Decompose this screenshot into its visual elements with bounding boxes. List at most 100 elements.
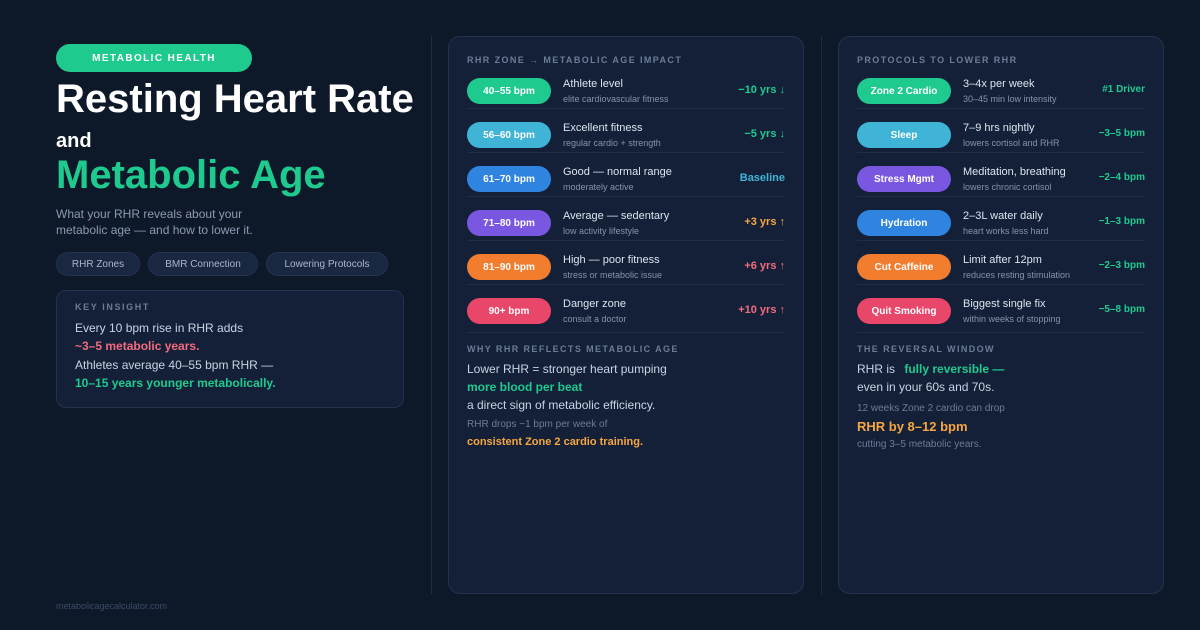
zone-pill: 61–70 bpm (467, 166, 551, 192)
protocol-subtitle: heart works less hard (963, 226, 1049, 236)
insight-line2: ~3–5 metabolic years. (75, 339, 200, 353)
why-line2: more blood per beat (467, 380, 583, 394)
protocol-row: Zone 2 Cardio 3–4x per week 30–45 min lo… (839, 71, 1163, 115)
protocol-subtitle: lowers chronic cortisol (963, 182, 1052, 192)
zone-age-impact: +10 yrs ↑ (738, 304, 785, 316)
reversal-line3: 12 weeks Zone 2 cardio can drop (857, 403, 1005, 414)
divider-left (431, 36, 432, 594)
zone-age-impact: −10 yrs ↓ (738, 84, 785, 96)
zone-age-impact: −5 yrs ↓ (744, 128, 785, 140)
insight-line3: Athletes average 40–55 bpm RHR — (75, 358, 274, 372)
protocol-title: 3–4x per week (963, 78, 1035, 90)
zone-subtitle: stress or metabolic issue (563, 270, 663, 280)
why-line4: RHR drops ~1 bpm per week of (467, 419, 608, 430)
zone-pill: 40–55 bpm (467, 78, 551, 104)
page-title-line3: Metabolic Age (56, 153, 326, 197)
protocol-title: Meditation, breathing (963, 166, 1066, 178)
insight-line4: 10–15 years younger metabolically. (75, 376, 276, 390)
zone-subtitle: moderately active (563, 182, 634, 192)
subtitle-line2: metabolic age — and how to lower it. (56, 223, 253, 237)
why-line3: a direct sign of metabolic efficiency. (467, 398, 656, 412)
zone-title: Good — normal range (563, 166, 672, 178)
zone-age-impact: Baseline (739, 172, 785, 184)
protocol-title: 7–9 hrs nightly (963, 122, 1035, 134)
protocols-panel: PROTOCOLS TO LOWER RHR Zone 2 Cardio 3–4… (838, 36, 1164, 594)
key-insight-card: KEY INSIGHT Every 10 bpm rise in RHR add… (56, 290, 404, 408)
zone-title: High — poor fitness (563, 254, 660, 266)
protocol-effect: −2–3 bpm (1098, 260, 1145, 271)
protocol-effect: #1 Driver (1102, 84, 1145, 95)
zone-age-impact: +6 yrs ↑ (744, 260, 785, 272)
tab-bmr-connection[interactable]: BMR Connection (148, 252, 258, 276)
protocol-row: Cut Caffeine Limit after 12pm reduces re… (839, 247, 1163, 291)
zone-row: 71–80 bpm Average — sedentary low activi… (449, 203, 803, 247)
row-separator (467, 284, 785, 285)
section-separator (857, 332, 1145, 333)
protocols-header: PROTOCOLS TO LOWER RHR (857, 55, 1018, 65)
row-separator (467, 108, 785, 109)
why-line5: consistent Zone 2 cardio training. (467, 436, 644, 448)
site-url[interactable]: metabolicagecalculator.com (56, 601, 168, 611)
row-separator (857, 108, 1145, 109)
protocol-pill: Quit Smoking (857, 298, 951, 324)
rhr-zone-header: RHR ZONE → METABOLIC AGE IMPACT (467, 55, 683, 65)
zone-subtitle: elite cardiovascular fitness (563, 94, 669, 104)
row-separator (857, 196, 1145, 197)
protocol-pill: Zone 2 Cardio (857, 78, 951, 104)
zone-title: Danger zone (563, 298, 626, 310)
protocol-effect: −1–3 bpm (1098, 216, 1145, 227)
zone-subtitle: low activity lifestyle (563, 226, 640, 236)
protocol-row: Quit Smoking Biggest single fix within w… (839, 291, 1163, 335)
reversal-line5: cutting 3–5 metabolic years. (857, 439, 982, 450)
protocol-effect: −3–5 bpm (1098, 128, 1145, 139)
zone-title: Average — sedentary (563, 210, 670, 222)
protocol-row: Hydration 2–3L water daily heart works l… (839, 203, 1163, 247)
tab-lowering-protocols[interactable]: Lowering Protocols (266, 252, 388, 276)
key-insight-header: KEY INSIGHT (75, 302, 150, 312)
protocol-pill: Hydration (857, 210, 951, 236)
row-separator (467, 240, 785, 241)
zone-row: 90+ bpm Danger zone consult a doctor +10… (449, 291, 803, 335)
reversal-highlight: fully reversible — (904, 362, 1005, 376)
row-separator (467, 196, 785, 197)
protocol-pill: Cut Caffeine (857, 254, 951, 280)
page-title-line2: and (56, 130, 92, 152)
row-separator (467, 152, 785, 153)
reversal-line1: RHR is fully reversible — (857, 362, 1004, 376)
protocol-effect: −2–4 bpm (1098, 172, 1145, 183)
tab-rhr-zones[interactable]: RHR Zones (56, 252, 140, 276)
row-separator (857, 240, 1145, 241)
subtitle-line1: What your RHR reveals about your (56, 207, 243, 221)
zone-pill: 56–60 bpm (467, 122, 551, 148)
insight-line1: Every 10 bpm rise in RHR adds (75, 321, 244, 335)
protocol-title: 2–3L water daily (963, 210, 1043, 222)
protocol-subtitle: lowers cortisol and RHR (963, 138, 1060, 148)
zone-row: 61–70 bpm Good — normal range moderately… (449, 159, 803, 203)
protocol-title: Biggest single fix (963, 298, 1046, 310)
protocol-row: Stress Mgmt Meditation, breathing lowers… (839, 159, 1163, 203)
zone-row: 81–90 bpm High — poor fitness stress or … (449, 247, 803, 291)
protocol-subtitle: 30–45 min low intensity (963, 94, 1057, 104)
zone-subtitle: consult a doctor (563, 314, 627, 324)
category-badge: METABOLIC HEALTH (56, 44, 252, 72)
protocol-subtitle: reduces resting stimulation (963, 270, 1071, 280)
protocol-title: Limit after 12pm (963, 254, 1042, 266)
protocol-subtitle: within weeks of stopping (963, 314, 1061, 324)
why-line1: Lower RHR = stronger heart pumping (467, 362, 667, 376)
zone-row: 56–60 bpm Excellent fitness regular card… (449, 115, 803, 159)
protocol-pill: Sleep (857, 122, 951, 148)
reversal-line2: even in your 60s and 70s. (857, 380, 995, 394)
zone-subtitle: regular cardio + strength (563, 138, 661, 148)
reversal-line1-prefix: RHR is (857, 362, 895, 376)
reversal-header: THE REVERSAL WINDOW (857, 344, 995, 354)
why-header: WHY RHR REFLECTS METABOLIC AGE (467, 344, 679, 354)
rhr-zone-panel: RHR ZONE → METABOLIC AGE IMPACT 40–55 bp… (448, 36, 804, 594)
zone-title: Athlete level (563, 78, 623, 90)
zone-row: 40–55 bpm Athlete level elite cardiovasc… (449, 71, 803, 115)
row-separator (857, 152, 1145, 153)
zone-pill: 90+ bpm (467, 298, 551, 324)
page-title-line1: Resting Heart Rate (56, 77, 414, 121)
row-separator (857, 284, 1145, 285)
zone-pill: 81–90 bpm (467, 254, 551, 280)
reversal-line4: RHR by 8–12 bpm (857, 419, 968, 434)
